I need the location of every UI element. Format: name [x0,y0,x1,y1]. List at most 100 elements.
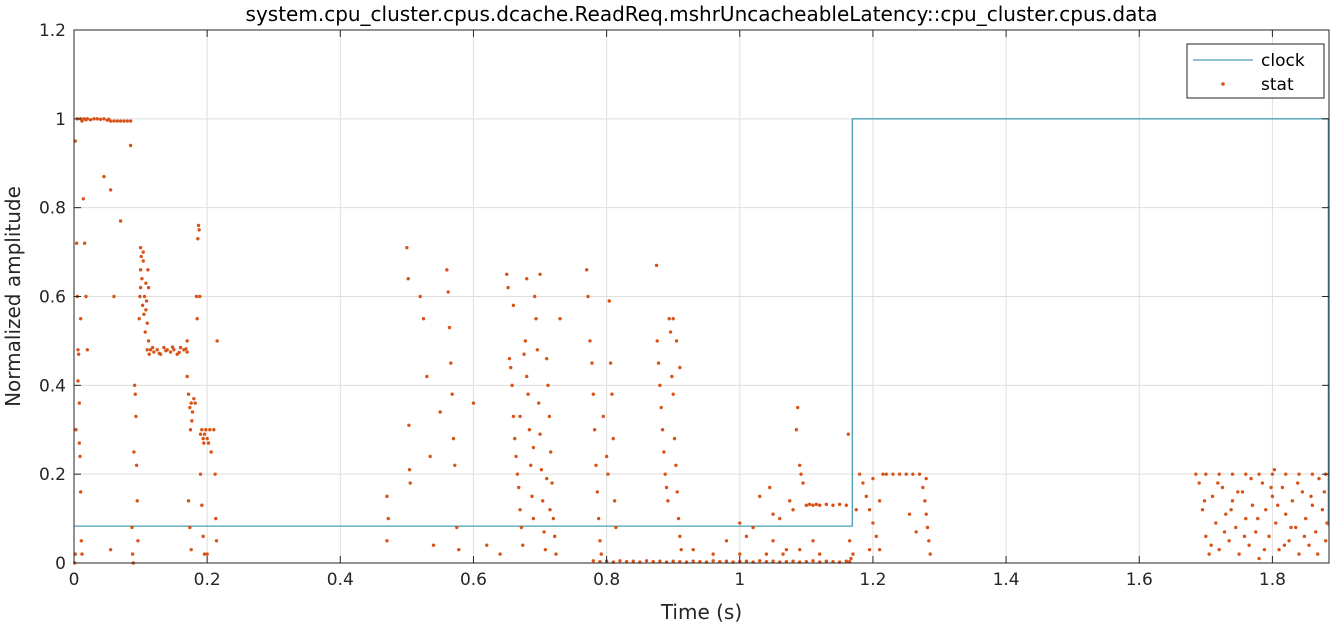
series-stat-point [188,525,192,530]
series-stat-point [515,472,520,476]
series-stat-point [471,401,476,405]
series-stat-point [658,383,662,388]
series-stat-point [132,383,137,388]
series-stat-point [545,356,549,361]
series-stat-point [513,436,517,441]
series-stat-point [1200,508,1205,512]
series-stat-point [95,117,100,121]
series-stat-point [184,347,188,351]
series-clock-line [74,118,1329,527]
series-stat-point [138,285,143,290]
series-stat-point [1244,472,1248,476]
series-stat-point [676,516,681,521]
series-stat-point [1210,494,1215,499]
series-stat-point [928,552,932,556]
series-stat-point [138,294,142,299]
series-stat-point [914,530,918,534]
series-stat-point [202,441,206,445]
series-stat-point [438,410,442,414]
series-stat-point [1250,503,1255,507]
series-stat-point [498,552,502,556]
series-stat-point [1247,543,1251,547]
series-stat-point [189,401,193,405]
series-stat-point [606,472,610,476]
series-stat-point [205,436,209,441]
series-stat-point [1194,472,1198,476]
series-stat-point [1224,512,1228,516]
series-stat-point [877,547,882,552]
series-stat-point [1202,499,1207,503]
series-stat-point [1277,547,1281,552]
series-stat-point [1294,525,1298,530]
series-stat-point [871,521,875,525]
series-stat-point [679,547,683,552]
series-stat-point [421,317,426,321]
series-stat-point [112,294,116,299]
series-stat-point [130,552,135,556]
series-stat-point [758,559,762,563]
legend-clock-label: clock [1261,51,1305,71]
series-stat-point [596,516,601,521]
series-stat-point [1284,512,1288,516]
series-stat-point [1257,556,1261,561]
series-stat-point [451,436,456,441]
series-stat-point [195,317,199,321]
series-stat-point [385,494,389,499]
series-stat-point [1207,552,1211,556]
series-stat-point [595,490,600,494]
series-stat-point [671,559,675,563]
series-stat-point [157,351,161,356]
series-stat-point [618,559,622,563]
series-stat-point [1230,499,1235,503]
series-stat-point [584,268,589,272]
series-stat-point [662,450,666,454]
series-stat-point [674,339,679,343]
series-stat-point [1272,468,1277,472]
series-stat-point [214,516,218,521]
series-stat-point [214,539,219,543]
series-stat-point [588,339,592,343]
series-stat-point [132,450,136,454]
series-stat-point [817,503,822,507]
series-stat-point [691,559,695,563]
series-stat-point [1325,521,1329,525]
y-tick-label: 1.2 [39,21,66,41]
series-stat-point [1322,490,1327,494]
series-stat-point [592,428,597,432]
x-tick-label: 0.8 [593,570,620,590]
series-stat-point [778,516,782,521]
series-stat-point [208,428,212,432]
series-stat-point [192,396,196,401]
series-stat-point [791,508,795,512]
series-stat-point [510,383,514,388]
series-stat-point [81,197,86,201]
series-stat-point [554,552,558,556]
series-stat-point [144,281,148,285]
series-stat-point [541,499,545,503]
series-stat-point [538,272,542,276]
series-stat-point [196,223,201,228]
series-stat-point [543,547,548,552]
series-stat-point [134,414,138,419]
series-stat-point [455,525,459,530]
series-stat-point [844,559,849,563]
series-stat-point [530,494,534,499]
series-stat-point [1217,547,1221,552]
series-stat-point [771,559,775,563]
series-stat-point [80,552,84,556]
series-stat-point [79,539,84,543]
series-stat-point [146,339,151,343]
series-stat-point [118,119,123,123]
series-stat-point [1290,499,1295,503]
x-tick-label: 0.2 [194,570,221,590]
series-stat-point [84,118,88,122]
series-stat-point [1217,472,1221,476]
series-stat-point [144,299,149,303]
series-stat-point [200,503,204,507]
series-stat-point [196,237,200,241]
series-stat-point [608,361,613,365]
series-stat-point [406,277,410,281]
series-stat-point [201,436,205,441]
series-stat-point [824,502,829,507]
series-stat-point [146,285,151,290]
